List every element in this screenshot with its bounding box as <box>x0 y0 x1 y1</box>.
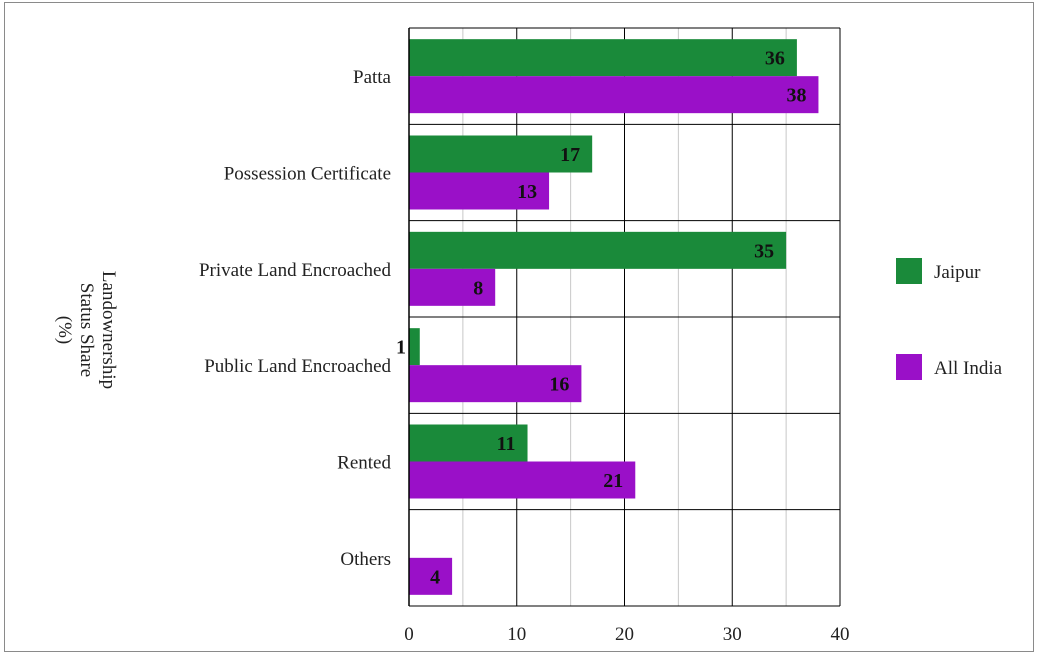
bar-all-india-public-land-encroached <box>409 365 582 403</box>
bar-all-india-private-land-encroached <box>409 268 496 306</box>
category-separators <box>409 27 840 607</box>
bar-all-india-possession-certificate <box>409 172 550 210</box>
bar-jaipur-rented <box>409 424 528 462</box>
data-label-all-india-others: 4 <box>430 566 440 588</box>
data-label-jaipur-public-land-encroached: 1 <box>396 337 406 359</box>
x-tick-label: 0 <box>404 624 414 645</box>
y-axis-title: LandownershipStatus Share(%) <box>54 271 119 389</box>
x-tick-label: 40 <box>831 624 850 645</box>
data-label-jaipur-patta: 36 <box>765 48 785 70</box>
legend-label-all-india: All India <box>934 358 1003 379</box>
bar-all-india-rented <box>409 461 636 499</box>
bars <box>409 39 819 595</box>
legend: Jaipur All India <box>896 258 1003 380</box>
bar-jaipur-private-land-encroached <box>409 231 787 269</box>
data-label-jaipur-private-land-encroached: 35 <box>754 240 774 262</box>
bar-all-india-patta <box>409 76 819 114</box>
data-label-jaipur-possession-certificate: 17 <box>560 144 580 166</box>
x-tick-label: 20 <box>615 624 634 645</box>
category-label-private-land-encroached: Private Land Encroached <box>199 260 392 281</box>
category-label-patta: Patta <box>353 67 392 88</box>
category-label-rented: Rented <box>337 453 391 474</box>
legend-swatch-jaipur <box>896 258 922 284</box>
category-label-possession-certificate: Possession Certificate <box>224 164 391 185</box>
y-axis-title-line: (%) <box>54 316 75 344</box>
legend-label-jaipur: Jaipur <box>934 262 981 283</box>
data-label-all-india-patta: 38 <box>786 85 806 107</box>
y-axis-title-line: Status Share <box>76 283 97 377</box>
bar-jaipur-patta <box>409 39 797 77</box>
data-label-all-india-private-land-encroached: 8 <box>473 277 483 299</box>
legend-swatch-all-india <box>896 354 922 380</box>
data-label-all-india-rented: 21 <box>603 470 623 492</box>
x-tick-label: 10 <box>507 624 526 645</box>
bar-jaipur-possession-certificate <box>409 135 593 173</box>
data-label-jaipur-rented: 11 <box>497 433 516 455</box>
data-label-all-india-public-land-encroached: 16 <box>549 374 569 396</box>
bar-all-india-others <box>409 557 453 595</box>
x-tick-label: 30 <box>723 624 742 645</box>
category-label-others: Others <box>340 549 391 570</box>
bar-jaipur-public-land-encroached <box>409 328 420 366</box>
y-axis-title-line: Landownership <box>98 271 119 389</box>
data-label-all-india-possession-certificate: 13 <box>517 181 537 203</box>
category-label-public-land-encroached: Public Land Encroached <box>204 356 391 377</box>
